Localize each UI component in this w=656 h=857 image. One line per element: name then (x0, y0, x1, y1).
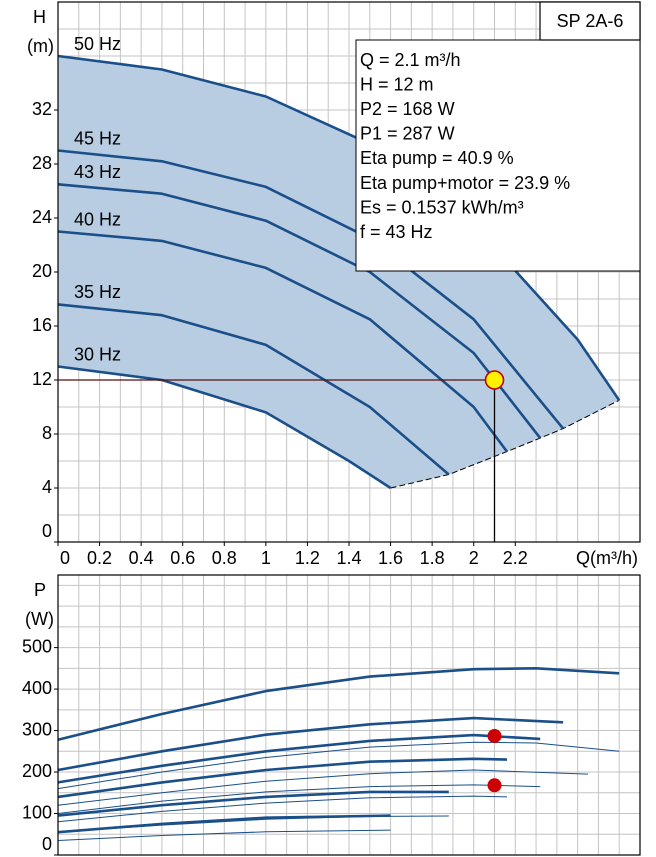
x-tick-label: 2 (469, 548, 479, 568)
curve (57, 769, 589, 806)
info-line: P1 = 287 W (360, 124, 455, 144)
x-tick-label: 0.4 (129, 548, 154, 568)
info-line: H = 12 m (360, 74, 434, 94)
curve (57, 365, 392, 490)
y-tick-label: 8 (42, 423, 52, 443)
duty-point (487, 778, 502, 793)
x-axis-label: Q(m³/h) (576, 548, 638, 568)
duty-point (487, 728, 502, 743)
y-tick-label: 12 (32, 369, 52, 389)
plot-area (57, 574, 641, 856)
y-tick-label: 300 (22, 719, 52, 739)
curve (57, 667, 620, 741)
info-line: P2 = 168 W (360, 99, 455, 119)
info-line: Es = 0.1537 kWh/m³ (360, 197, 524, 217)
x-tick-label: 0.6 (170, 548, 195, 568)
x-tick-label: 1.4 (336, 548, 361, 568)
info-line: f = 43 Hz (360, 222, 433, 242)
x-tick-label: 1.2 (295, 548, 320, 568)
curve-label: 50 Hz (74, 34, 121, 54)
x-tick-label: 1 (261, 548, 271, 568)
curve (57, 795, 508, 823)
y-tick-label: 28 (32, 153, 52, 173)
curve (57, 814, 391, 834)
curve (57, 149, 565, 430)
curve (57, 757, 508, 799)
y-tick-label: 20 (32, 261, 52, 281)
chart-title: SP 2A-6 (557, 11, 624, 31)
curve (57, 741, 620, 790)
y-axis-unit: (W) (25, 609, 54, 629)
y-tick-label: 100 (22, 802, 52, 822)
title-box (539, 1, 641, 41)
curve-label: 30 Hz (74, 344, 121, 364)
x-tick-label: 2.2 (503, 548, 528, 568)
y-tick-label: 0 (42, 521, 52, 541)
curve (57, 716, 564, 772)
y-tick-label: 4 (42, 477, 52, 497)
x-tick-label: 1.8 (420, 548, 445, 568)
curve (57, 784, 541, 814)
x-tick-label: 0.2 (87, 548, 112, 568)
x-tick-label: 0.8 (212, 548, 237, 568)
curve-label: 45 Hz (74, 128, 121, 148)
range-boundary (390, 399, 620, 489)
y-axis-unit: (m) (27, 36, 54, 56)
info-box (355, 39, 641, 272)
info-line: Eta pump+motor = 23.9 % (360, 173, 570, 193)
y-tick-label: 200 (22, 761, 52, 781)
plot-frame (57, 574, 641, 856)
info-line: Q = 2.1 m³/h (360, 50, 461, 70)
curve (57, 733, 541, 784)
curve (57, 183, 542, 439)
curve-label: 35 Hz (74, 282, 121, 302)
y-tick-label: 32 (32, 99, 52, 119)
y-tick-label: 0 (42, 834, 52, 854)
curve (57, 303, 450, 476)
curve (57, 790, 449, 817)
y-axis-label: H (33, 7, 46, 27)
y-tick-label: 400 (22, 678, 52, 698)
x-tick-label: 0 (60, 548, 70, 568)
duty-point (484, 370, 505, 390)
y-tick-label: 16 (32, 315, 52, 335)
y-tick-label: 500 (22, 636, 52, 656)
info-line: Eta pump = 40.9 % (360, 148, 514, 168)
y-tick-label: 24 (32, 207, 52, 227)
x-tick-label: 1.6 (378, 548, 403, 568)
curve-label: 43 Hz (74, 162, 121, 182)
curve (57, 230, 509, 453)
curve (57, 829, 391, 841)
curve-label: 40 Hz (74, 209, 121, 229)
y-axis-label: P (34, 580, 46, 600)
